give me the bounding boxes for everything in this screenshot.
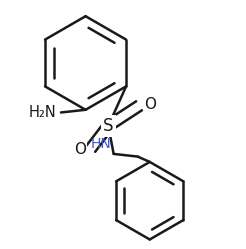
- Text: O: O: [74, 142, 86, 157]
- Text: H₂N: H₂N: [29, 105, 57, 120]
- Text: HN: HN: [90, 137, 111, 151]
- Text: O: O: [144, 97, 156, 112]
- Text: S: S: [103, 117, 114, 135]
